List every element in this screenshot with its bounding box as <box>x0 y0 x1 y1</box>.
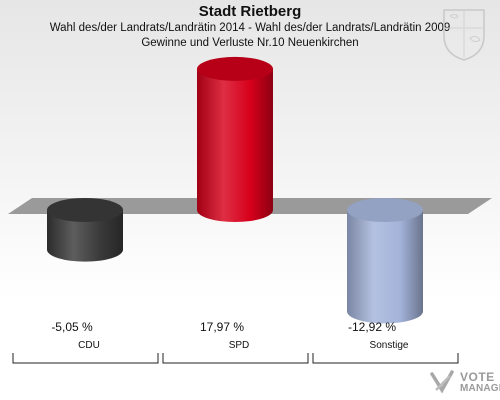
bar-bottom-cap <box>47 237 123 262</box>
chart-title: Stadt Rietberg <box>198 3 302 20</box>
chart-subtitle-election: Wahl des/der Landrats/Landrätin 2014 - W… <box>49 22 451 34</box>
bar-value-label: -12,92 % <box>348 320 396 334</box>
bar-body <box>347 210 423 312</box>
bar-top-cap <box>47 198 123 222</box>
category-label: SPD <box>229 340 250 351</box>
city-crest-icon <box>443 9 485 61</box>
bar-bottom-cap <box>197 198 273 222</box>
category-bracket <box>162 353 309 364</box>
logo-text-manager: MANAGER <box>460 383 500 394</box>
bar-value-label: -5,05 % <box>51 320 93 334</box>
category-label: Sonstige <box>370 340 409 351</box>
category-bracket <box>12 353 159 364</box>
bar-body <box>197 68 273 210</box>
bar-top-cap <box>197 56 273 81</box>
bar-top-cap <box>347 198 423 222</box>
category-label: CDU <box>78 340 100 351</box>
category-bracket <box>312 353 459 364</box>
bar-value-label: 17,97 % <box>200 320 244 334</box>
vote-manager-logo-icon <box>430 370 454 394</box>
chart-subtitle-district: Gewinne und Verluste Nr.10 Neuenkirchen <box>141 37 359 49</box>
bar-bottom-cap <box>347 299 423 324</box>
chart-header: Stadt Rietberg Wahl des/der Landrats/Lan… <box>0 3 500 51</box>
logo-text-vote: VOTE <box>460 370 495 384</box>
